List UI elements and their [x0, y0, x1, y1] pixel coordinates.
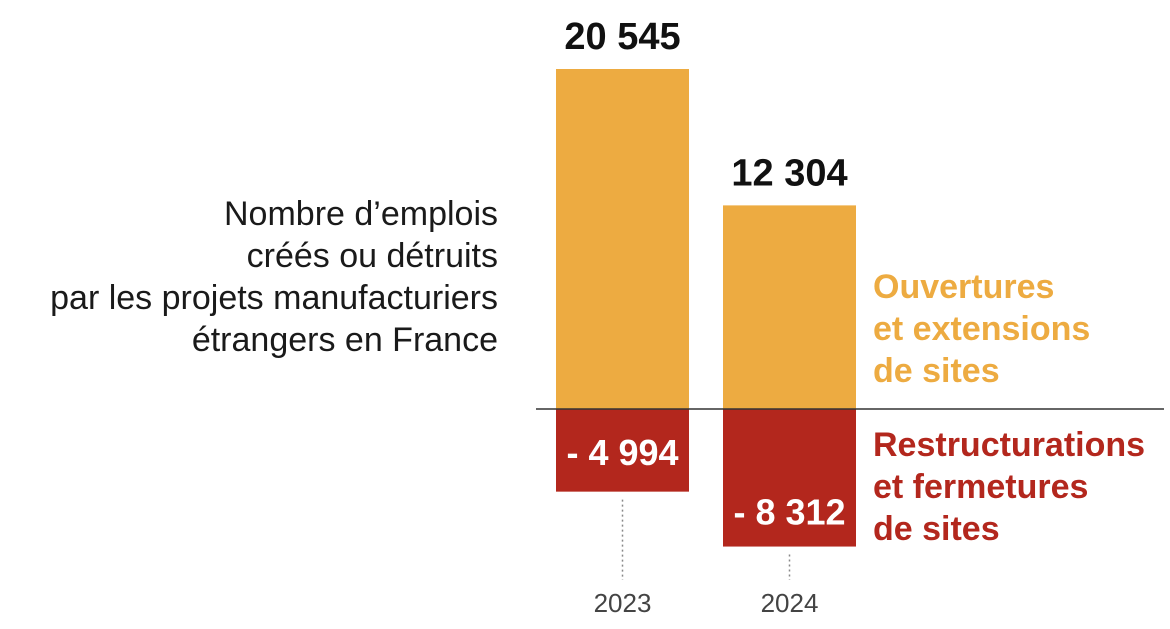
bar-negative-2024: [723, 409, 856, 547]
description-line-4: étrangers en France: [192, 321, 498, 359]
legend-positive: Ouvertures et extensions de sites: [873, 268, 1090, 390]
bar-positive-2024: [723, 205, 856, 409]
value-label-positive-2024: 12 304: [731, 152, 847, 194]
value-label-positive-2023: 20 545: [564, 16, 680, 58]
legend-positive-line-1: Ouvertures: [873, 268, 1054, 306]
x-tick-label-2024: 2024: [761, 588, 819, 618]
bars-layer: 20 545 - 4 994 2023 12 304 - 8 312 2024: [556, 16, 856, 618]
bar-negative-2023: [556, 409, 689, 492]
description-line-2: créés ou détruits: [247, 237, 498, 275]
legend-positive-line-3: de sites: [873, 352, 1000, 390]
legend-negative-line-2: et fermetures: [873, 468, 1088, 506]
description-line-3: par les projets manufacturiers: [50, 279, 498, 317]
value-label-negative-2023: - 4 994: [566, 432, 678, 473]
legend-negative-line-3: de sites: [873, 510, 1000, 548]
legend-positive-line-2: et extensions: [873, 310, 1090, 348]
bar-positive-2023: [556, 69, 689, 409]
chart-description: Nombre d’emplois créés ou détruits par l…: [50, 195, 498, 359]
legend-negative: Restructurations et fermetures de sites: [873, 426, 1145, 548]
x-tick-label-2023: 2023: [594, 588, 652, 618]
legend-negative-line-1: Restructurations: [873, 426, 1145, 464]
value-label-negative-2024: - 8 312: [733, 492, 845, 533]
description-line-1: Nombre d’emplois: [224, 195, 498, 233]
